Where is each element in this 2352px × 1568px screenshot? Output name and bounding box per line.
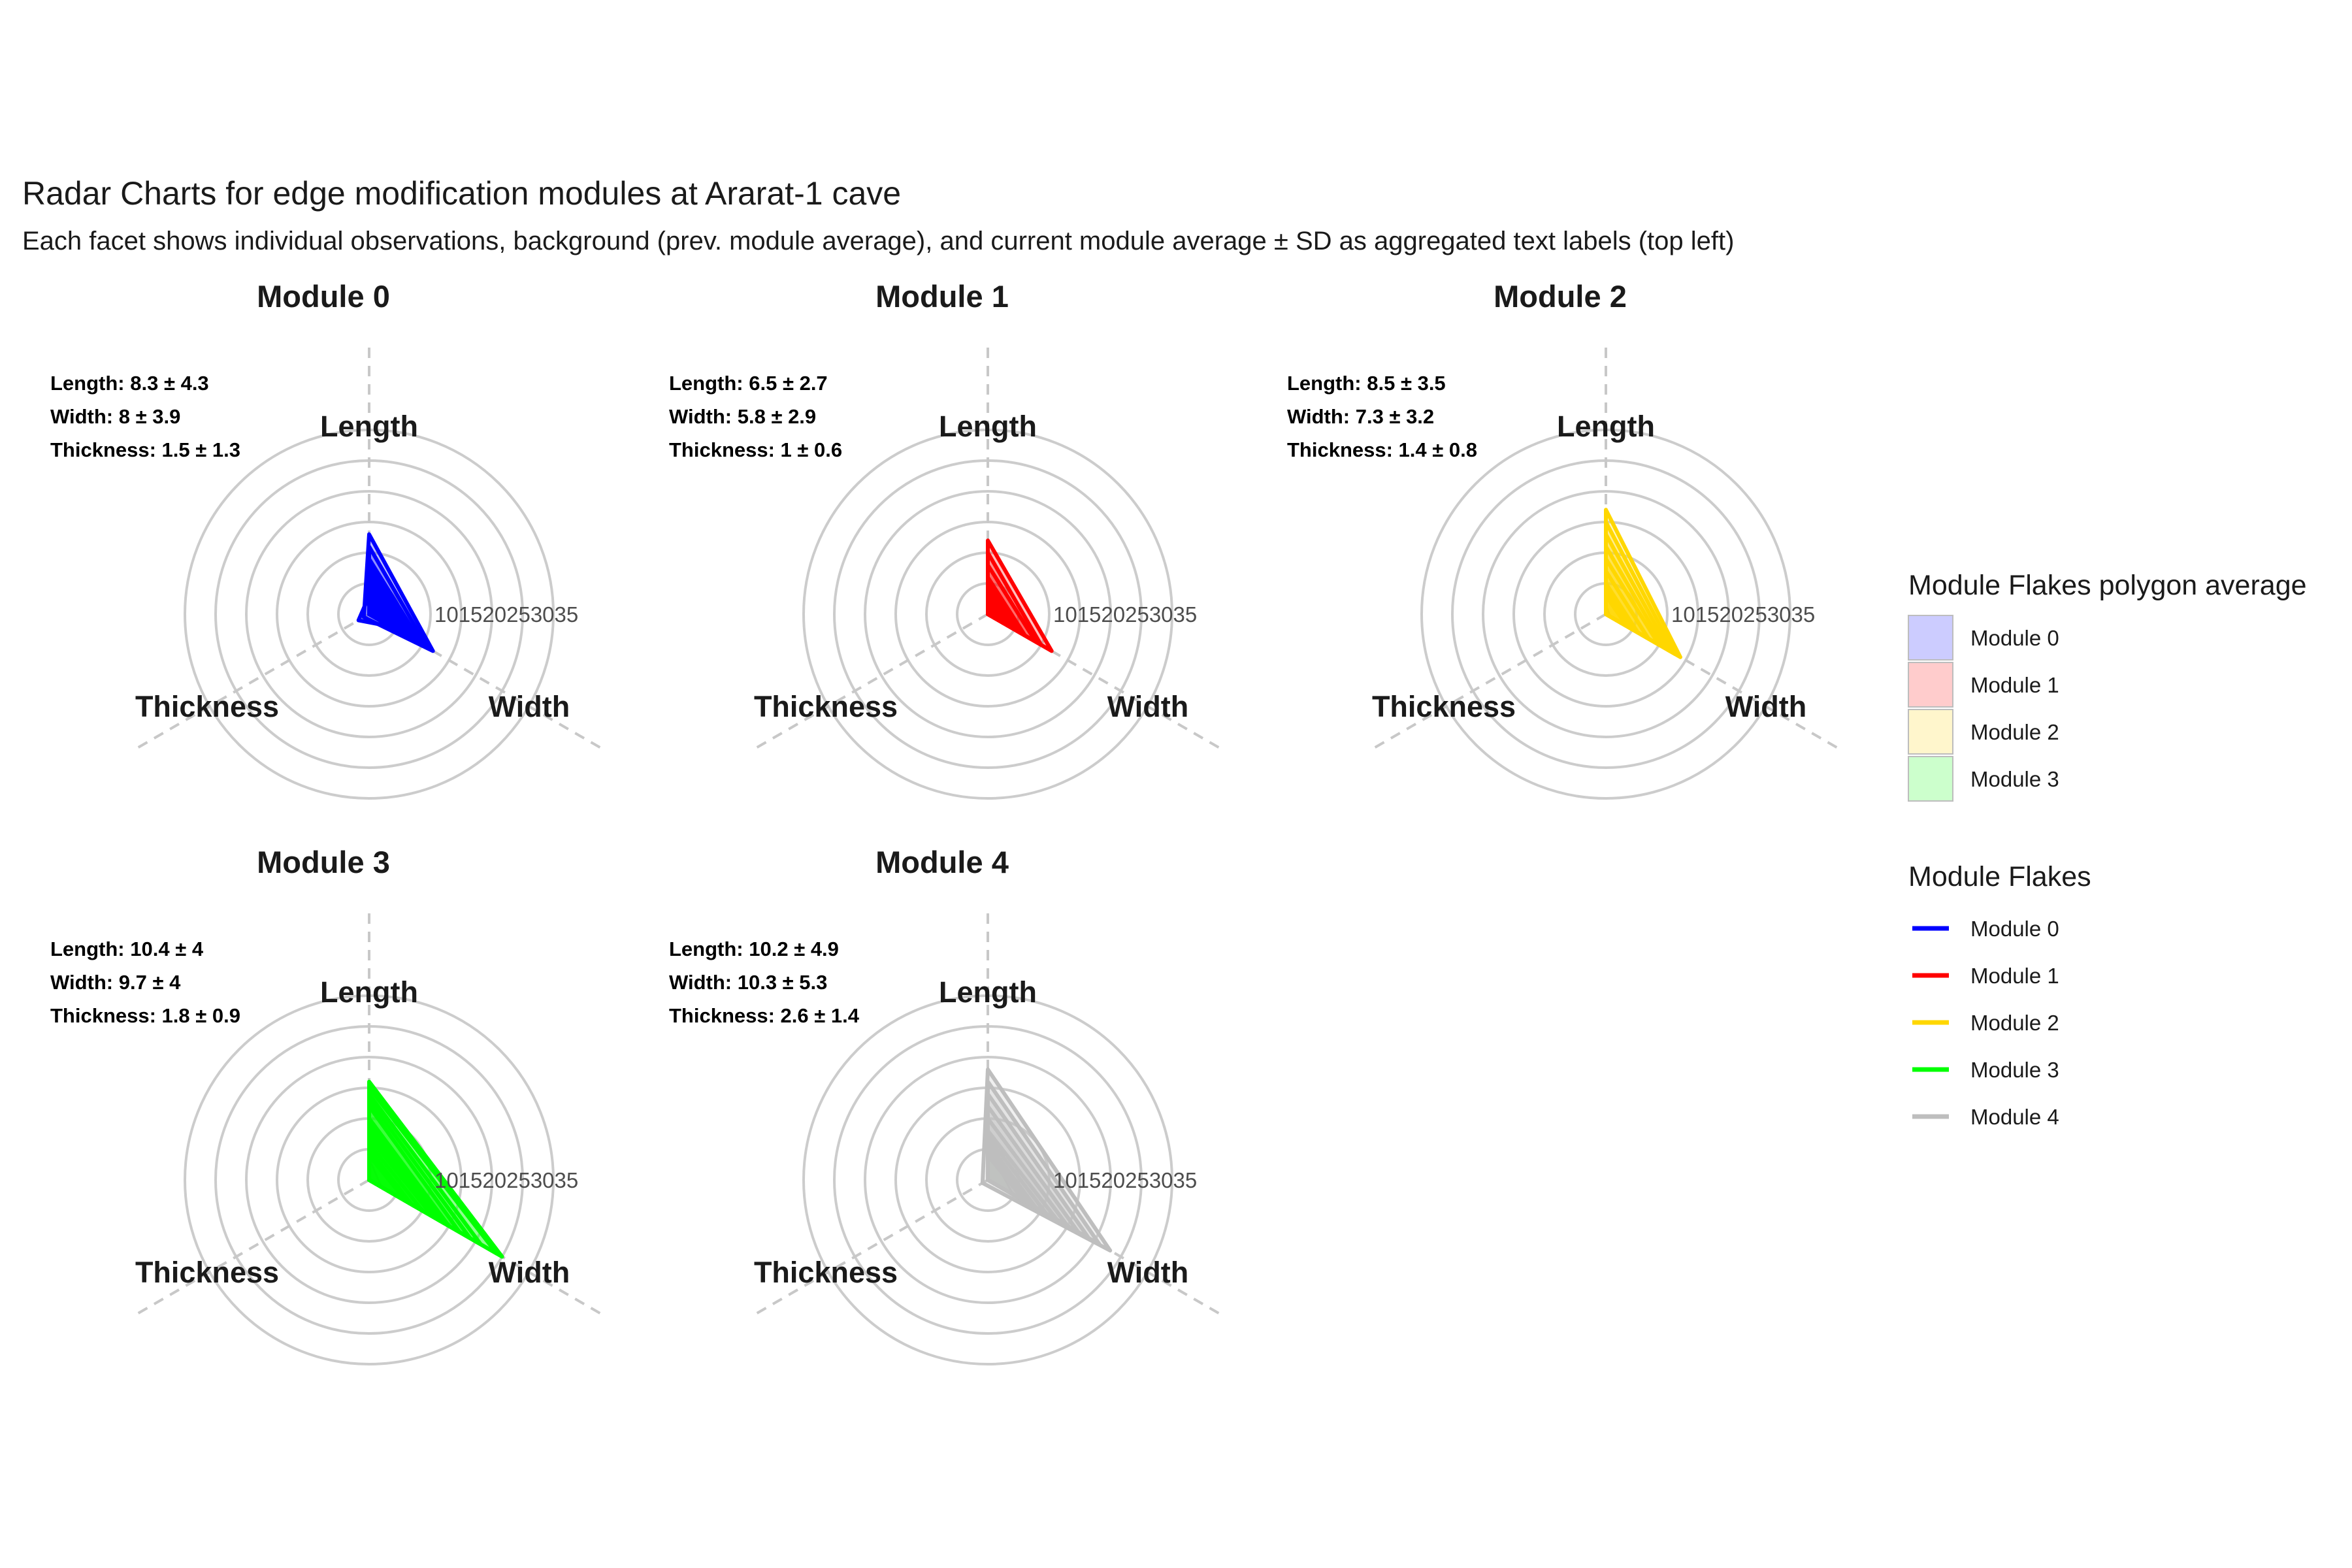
axis-label-thickness: Thickness	[135, 690, 279, 723]
legend-line-label: Module 4	[1970, 1105, 2059, 1129]
axis-label-thickness: Thickness	[754, 1256, 898, 1289]
facet-title: Module 3	[257, 845, 390, 879]
legend-fill-swatch	[1908, 756, 1953, 802]
stat-label: Width: 5.8 ± 2.9	[669, 405, 816, 428]
axis-spoke	[755, 1179, 988, 1315]
axis-spoke	[1373, 613, 1607, 749]
stat-label: Length: 6.5 ± 2.7	[669, 372, 828, 395]
facet-module-0: Module 0 101520253035 Length Width Thickness…	[50, 279, 602, 800]
observation-polygon	[986, 1153, 1027, 1203]
stat-label: Thickness: 1.4 ± 0.8	[1287, 438, 1477, 461]
stat-label: Thickness: 1 ± 0.6	[669, 438, 842, 461]
axis-spoke	[755, 613, 988, 749]
stat-label: Thickness: 1.5 ± 1.3	[50, 438, 240, 461]
facet-title: Module 4	[875, 845, 1009, 879]
axis-label-length: Length	[1557, 410, 1655, 443]
stat-label: Length: 10.2 ± 4.9	[669, 938, 839, 960]
axis-label-width: Width	[1107, 690, 1189, 723]
legend: Module Flakes polygon average Module 0 Mod…	[1908, 570, 2307, 1129]
radial-tick-labels: 101520253035	[434, 602, 578, 627]
grid-ring	[245, 1056, 493, 1304]
legend-fill-title: Module Flakes polygon average	[1908, 570, 2307, 601]
axis-label-thickness: Thickness	[1372, 690, 1516, 723]
legend-line-label: Module 3	[1970, 1058, 2059, 1082]
observation-polygon	[980, 1067, 1113, 1253]
facet-module-3: Module 3 101520253035 Length Width Thickness…	[50, 845, 602, 1365]
stat-label: Width: 7.3 ± 3.2	[1287, 405, 1434, 428]
radial-tick-labels: 101520253035	[1053, 602, 1197, 627]
stat-label: Width: 10.3 ± 5.3	[669, 971, 827, 994]
facet-title: Module 1	[875, 279, 1009, 314]
stat-label: Width: 8 ± 3.9	[50, 405, 180, 428]
legend-line-label: Module 2	[1970, 1011, 2059, 1035]
legend-line-label: Module 1	[1970, 964, 2059, 988]
observation-polygon	[367, 1153, 408, 1203]
axis-label-length: Length	[939, 975, 1037, 1009]
grid-ring	[864, 490, 1112, 738]
stat-label: Length: 10.4 ± 4	[50, 938, 204, 960]
legend-fill-label: Module 0	[1970, 626, 2059, 650]
axis-spoke	[136, 1179, 370, 1315]
radial-tick-labels: 101520253035	[1671, 602, 1815, 627]
axis-label-width: Width	[489, 1256, 570, 1289]
facet-module-1: Module 1 101520253035 Length Width Thickness…	[669, 279, 1221, 800]
stat-label: Length: 8.3 ± 4.3	[50, 372, 209, 395]
radial-tick-labels: 101520253035	[434, 1168, 578, 1192]
stat-label: Length: 8.5 ± 3.5	[1287, 372, 1446, 395]
stat-label: Width: 9.7 ± 4	[50, 971, 181, 994]
chart-title: Radar Charts for edge modification modul…	[22, 175, 901, 212]
legend-fill-swatch	[1908, 662, 1953, 708]
axis-spoke	[136, 613, 370, 749]
axis-label-width: Width	[1107, 1256, 1189, 1289]
axis-label-width: Width	[489, 690, 570, 723]
legend-line-title: Module Flakes	[1908, 861, 2091, 892]
facet-title: Module 0	[257, 279, 390, 314]
facet-module-4: Module 4 101520253035 Length Width Thickness…	[669, 845, 1221, 1365]
facet-module-2: Module 2 101520253035 Length Width Thickness…	[1287, 279, 1839, 800]
grid-ring	[1482, 490, 1730, 738]
observation-polygon	[1604, 593, 1629, 629]
axis-label-length: Length	[320, 410, 418, 443]
legend-fill-label: Module 1	[1970, 673, 2059, 697]
axis-label-thickness: Thickness	[754, 690, 898, 723]
chart-subtitle: Each facet shows individual observations…	[22, 227, 1734, 255]
legend-line-label: Module 0	[1970, 917, 2059, 941]
legend-fill-swatch	[1908, 709, 1953, 755]
radial-tick-labels: 101520253035	[1053, 1168, 1197, 1192]
axis-label-width: Width	[1725, 690, 1807, 723]
axis-label-length: Length	[320, 975, 418, 1009]
observation-polygon	[367, 606, 382, 623]
legend-fill-swatch	[1908, 615, 1953, 661]
grid-ring	[245, 490, 493, 738]
observation-polygon	[986, 606, 1001, 623]
stat-label: Thickness: 1.8 ± 0.9	[50, 1004, 240, 1027]
facets-area: Module 0 101520253035 Length Width Thickness…	[50, 279, 1839, 1365]
stat-label: Thickness: 2.6 ± 1.4	[669, 1004, 860, 1027]
facet-title: Module 2	[1494, 279, 1627, 314]
axis-label-thickness: Thickness	[135, 1256, 279, 1289]
axis-label-length: Length	[939, 410, 1037, 443]
grid-ring	[864, 1056, 1112, 1304]
legend-fill-label: Module 3	[1970, 767, 2059, 791]
legend-fill-label: Module 2	[1970, 720, 2059, 744]
